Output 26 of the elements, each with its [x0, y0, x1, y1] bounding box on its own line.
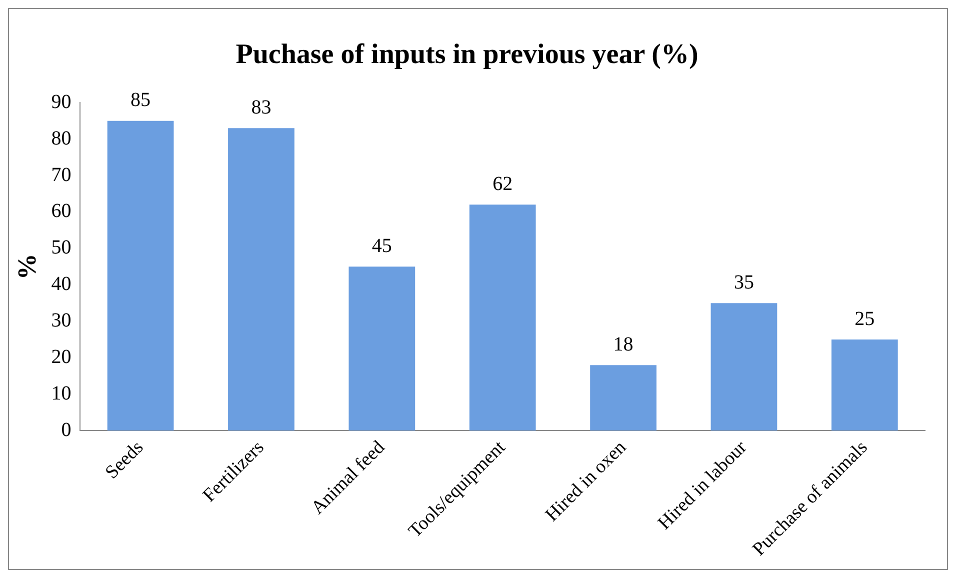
y-tick-label: 30	[51, 310, 72, 332]
bar	[710, 303, 778, 431]
data-label: 45	[372, 234, 392, 257]
bar	[107, 120, 174, 431]
bar	[831, 340, 898, 431]
bar	[590, 365, 656, 431]
y-tick-label: 90	[51, 90, 72, 113]
y-tick-label: 70	[51, 164, 72, 186]
bar	[348, 266, 416, 431]
y-tick-label: 60	[51, 200, 72, 222]
data-label: 18	[613, 333, 634, 356]
y-tick-label: 40	[51, 273, 72, 296]
data-label: 62	[492, 172, 513, 195]
y-axis-title: %	[12, 254, 42, 280]
bar	[469, 204, 536, 431]
data-label: 25	[854, 308, 875, 330]
data-label: 85	[130, 89, 151, 112]
y-tick-label: 80	[51, 127, 72, 150]
data-label: 35	[734, 271, 754, 294]
y-tick-label: 50	[51, 236, 72, 259]
y-tick-label: 20	[51, 346, 72, 368]
data-label: 83	[251, 96, 272, 118]
y-tick-label: 10	[51, 382, 72, 404]
y-tick-label: 0	[61, 418, 72, 441]
chart-title: Puchase of inputs in previous year (%)	[236, 39, 698, 70]
bar	[228, 128, 294, 431]
